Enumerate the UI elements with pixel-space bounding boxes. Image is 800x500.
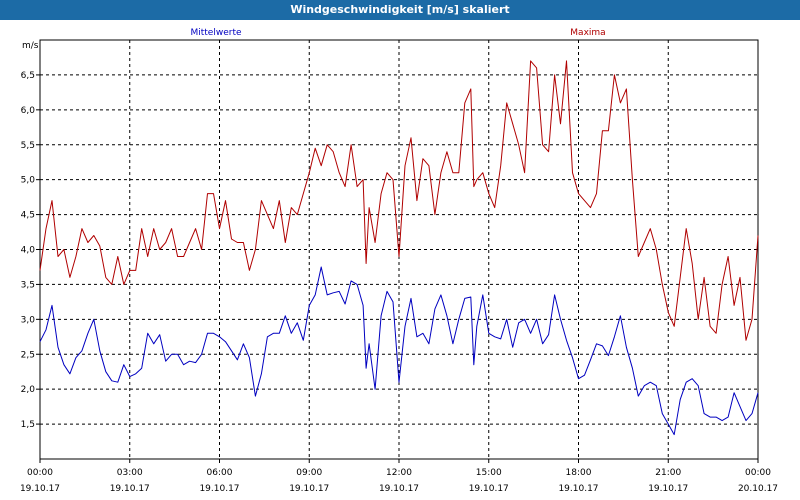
y-tick-label: 5,5 xyxy=(21,141,35,151)
x-tick-time-label: 12:00 xyxy=(386,468,412,478)
y-tick-label: 4,5 xyxy=(21,211,35,221)
x-tick-date-label: 19.10.17 xyxy=(110,484,150,494)
x-tick-date-label: 20.10.17 xyxy=(738,484,778,494)
x-tick-time-label: 06:00 xyxy=(207,468,233,478)
x-tick-time-label: 21:00 xyxy=(655,468,681,478)
x-tick-time-label: 15:00 xyxy=(476,468,502,478)
y-tick-label: 1,5 xyxy=(21,420,35,430)
y-tick-label: 3,0 xyxy=(21,315,36,325)
x-tick-date-label: 19.10.17 xyxy=(379,484,419,494)
series-line-mittelwerte xyxy=(39,266,759,436)
y-tick-label: 6,0 xyxy=(21,106,36,116)
x-tick-time-label: 18:00 xyxy=(566,468,592,478)
chart-title: Windgeschwindigkeit [m/s] skaliert xyxy=(0,0,800,20)
y-tick-label: 4,0 xyxy=(21,246,36,256)
chart-grid xyxy=(40,40,758,459)
x-tick-date-label: 19.10.17 xyxy=(289,484,329,494)
y-tick-label: 3,5 xyxy=(21,280,35,290)
y-tick-label: 6,5 xyxy=(21,71,35,81)
y-axis-label: m/s xyxy=(22,41,39,51)
x-tick-time-label: 00:00 xyxy=(745,468,771,478)
x-tick-date-label: 19.10.17 xyxy=(20,484,60,494)
x-tick-time-label: 00:00 xyxy=(27,468,53,478)
legend-mittelwerte: Mittelwerte xyxy=(190,28,241,38)
y-axis: 1,5 2,0 2,5 3,0 3,5 4,0 4,5 5,0 5,5 6,0 6,5 xyxy=(21,71,40,430)
x-tick-date-label: 19.10.17 xyxy=(648,484,688,494)
x-tick-time-label: 09:00 xyxy=(296,468,322,478)
wind-speed-chart: 1,5 2,0 2,5 3,0 3,5 4,0 4,5 5,0 5,5 6,0 6,5 00:00 1… xyxy=(0,20,800,500)
x-tick-date-label: 19.10.17 xyxy=(199,484,239,494)
series-line-maxima xyxy=(39,60,759,341)
y-tick-label: 5,0 xyxy=(21,176,36,186)
legend-maxima: Maxima xyxy=(570,28,605,38)
y-tick-label: 2,0 xyxy=(21,385,36,395)
chart-background xyxy=(0,20,800,500)
x-tick-date-label: 19.10.17 xyxy=(558,484,598,494)
series-lines xyxy=(39,60,759,436)
x-axis: 00:00 19.10.17 03:00 19.10.17 06:00 19.10.17 0… xyxy=(20,459,778,494)
x-tick-date-label: 19.10.17 xyxy=(469,484,509,494)
x-tick-time-label: 03:00 xyxy=(117,468,143,478)
y-tick-label: 2,5 xyxy=(21,350,35,360)
